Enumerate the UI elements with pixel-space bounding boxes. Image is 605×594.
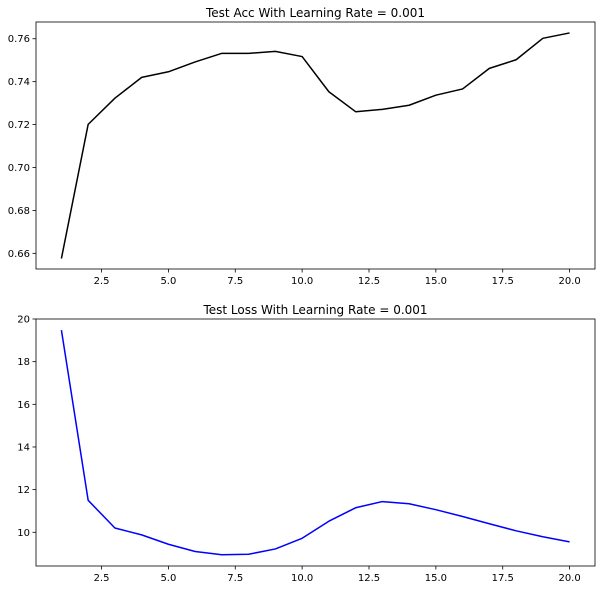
x-axis-ticks: 2.5 5.0 7.5 10.0 12.5 15.0 17.5 20.0 [94,269,581,287]
chart-title: Test Loss With Learning Rate = 0.001 [202,303,427,317]
y-tick-label: 0.68 [8,206,30,217]
x-tick-label: 7.5 [227,573,243,584]
x-tick-label: 5.0 [160,573,176,584]
series-line-group [60,32,570,259]
x-tick-label: 15.0 [425,276,447,287]
x-tick-label: 17.5 [492,276,514,287]
x-tick-label: 17.5 [492,573,514,584]
y-tick-label: 0.66 [8,249,30,260]
y-axis-ticks: 0.66 0.68 0.70 0.72 0.74 0.76 [8,34,36,260]
y-tick-label: 20 [17,315,30,326]
x-tick-label: 20.0 [558,573,580,584]
x-tick-label: 5.0 [160,276,176,287]
x-tick-label: 12.5 [358,573,380,584]
y-tick-label: 12 [17,485,30,496]
loss-chart: Test Loss With Learning Rate = 0.001 2.5… [17,303,596,584]
chart-title: Test Acc With Learning Rate = 0.001 [205,6,425,20]
y-tick-label: 16 [17,400,30,411]
y-tick-label: 0.70 [8,163,30,174]
series-line [60,329,570,556]
series-line [60,32,570,259]
x-tick-label: 12.5 [358,276,380,287]
y-tick-label: 14 [17,442,30,453]
series-line-group [60,329,570,556]
y-tick-label: 0.74 [8,77,30,88]
y-axis-ticks: 10 12 14 16 18 20 [17,315,36,539]
x-tick-label: 20.0 [558,276,580,287]
x-tick-label: 15.0 [425,573,447,584]
y-tick-label: 18 [17,357,30,368]
x-tick-label: 2.5 [94,276,110,287]
axes-frame [35,21,596,270]
x-tick-label: 7.5 [227,276,243,287]
axes-frame [35,318,596,567]
x-tick-label: 10.0 [291,276,313,287]
x-tick-label: 10.0 [291,573,313,584]
accuracy-chart: Test Acc With Learning Rate = 0.001 2.5 5… [8,6,596,287]
x-tick-label: 2.5 [94,573,110,584]
x-axis-ticks: 2.5 5.0 7.5 10.0 12.5 15.0 17.5 20.0 [94,566,581,584]
y-tick-label: 0.72 [8,120,30,131]
y-tick-label: 0.76 [8,34,30,45]
y-tick-label: 10 [17,528,30,539]
